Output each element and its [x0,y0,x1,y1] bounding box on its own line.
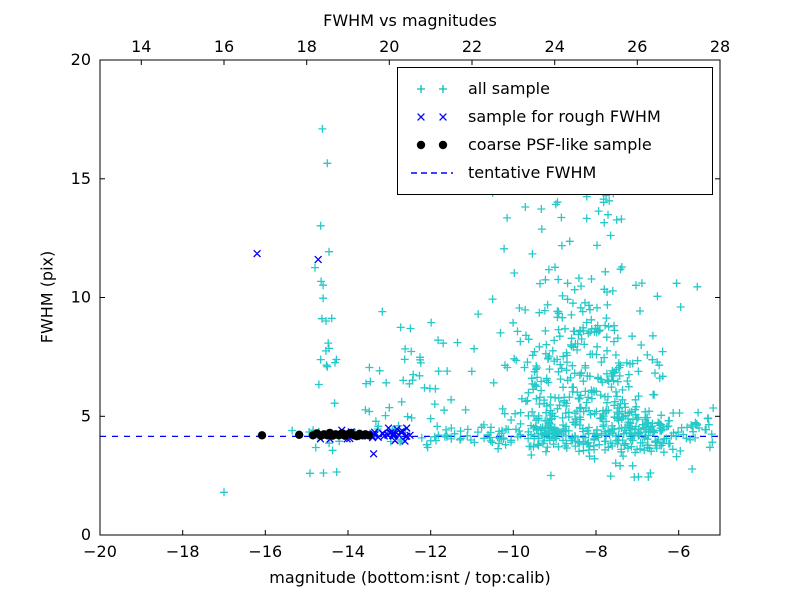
chart-title: FWHM vs magnitudes [323,11,497,30]
legend: all sample sample for rough FWHM coarse … [397,67,713,195]
legend-label: coarse PSF-like sample [468,135,652,154]
y-axis-ticks: 0 5 10 15 20 [71,50,720,544]
x-tick-label-top: 18 [297,37,317,56]
legend-entry-rough-fwhm: sample for rough FWHM [408,103,704,131]
x-tick-label: −20 [83,542,117,561]
legend-entry-psf-sample: coarse PSF-like sample [408,131,704,159]
x-tick-label: −18 [166,542,200,561]
legend-marker-x-icon [417,113,447,121]
y-tick-label: 0 [81,525,91,544]
y-tick-label: 15 [71,169,91,188]
y-tick-label: 5 [81,406,91,425]
legend-marker-dashed-line-icon [411,172,453,174]
x-axis-top-ticks: 14 16 18 20 22 24 26 28 [131,37,730,65]
x-tick-label: −6 [667,542,691,561]
x-tick-label: −16 [248,542,282,561]
legend-label: sample for rough FWHM [468,107,661,126]
legend-marker-dot-icon [416,140,448,150]
coarse-psf-like-sample-points [257,428,373,441]
x-tick-label-top: 24 [545,37,565,56]
x-tick-label-top: 14 [131,37,151,56]
x-tick-label: −10 [496,542,530,561]
y-tick-label: 20 [71,50,91,69]
x-tick-label-top: 22 [462,37,482,56]
x-tick-label: −12 [414,542,448,561]
legend-marker-plus-icon [417,85,447,93]
x-tick-label: −14 [331,542,365,561]
x-axis-bottom-ticks: −20 −18 −16 −14 −12 −10 −8 −6 [83,530,690,561]
x-tick-label-top: 26 [627,37,647,56]
x-tick-label-top: 20 [379,37,399,56]
x-tick-label: −8 [584,542,608,561]
x-tick-label-top: 16 [214,37,234,56]
x-axis-label: magnitude (bottom:isnt / top:calib) [269,568,551,587]
y-tick-label: 10 [71,288,91,307]
legend-label: tentative FWHM [468,163,597,182]
legend-entry-all-sample: all sample [408,75,704,103]
legend-entry-tentative-fwhm: tentative FWHM [408,159,704,187]
y-axis-label: FWHM (pix) [37,250,57,344]
x-tick-label-top: 28 [710,37,730,56]
sample-for-rough-fwhm-points [253,249,414,458]
legend-label: all sample [468,79,550,98]
all-sample-points [220,124,718,497]
